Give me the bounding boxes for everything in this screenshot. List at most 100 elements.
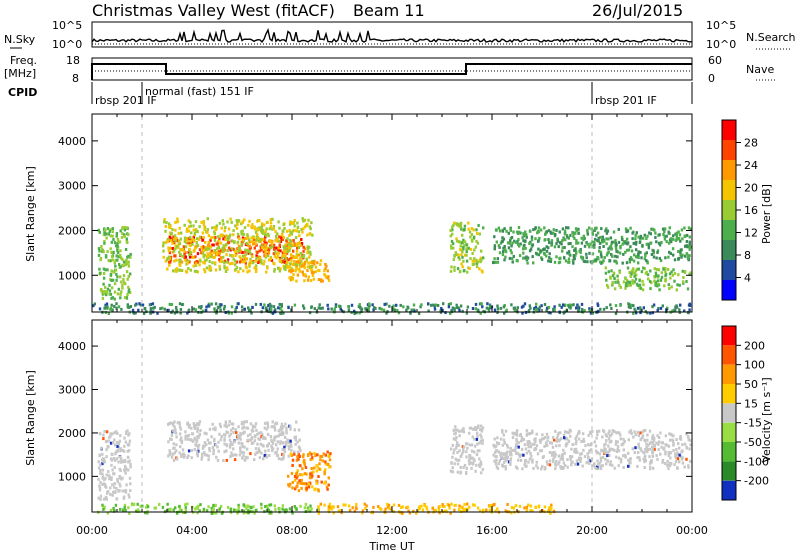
heatmap-cell xyxy=(186,261,189,265)
heatmap-cell xyxy=(547,259,550,263)
heatmap-cell xyxy=(102,497,106,501)
heatmap-cell xyxy=(575,239,578,243)
heatmap-cell xyxy=(652,251,655,255)
colorbar-swatch xyxy=(722,326,736,346)
heatmap-cell xyxy=(268,503,271,507)
heatmap-cell xyxy=(288,262,292,266)
heatmap-cell xyxy=(463,463,467,467)
heatmap-cell xyxy=(167,440,170,444)
heatmap-cell xyxy=(178,508,182,512)
heatmap-cell xyxy=(114,490,117,494)
heatmap-cell xyxy=(105,291,109,295)
colorbar-swatch xyxy=(722,480,736,500)
heatmap-cell xyxy=(102,460,105,464)
heatmap-cell xyxy=(449,244,453,248)
heatmap-cell xyxy=(106,268,109,272)
heatmap-cell xyxy=(232,229,235,233)
heatmap-cell xyxy=(207,244,210,247)
heatmap-cell xyxy=(348,508,352,512)
heatmap-cell xyxy=(230,451,233,455)
heatmap-cell xyxy=(180,231,183,235)
heatmap-cell xyxy=(237,235,240,239)
heatmap-cell xyxy=(326,276,330,280)
heatmap-cell xyxy=(542,455,545,458)
heatmap-cell xyxy=(212,511,215,515)
heatmap-cell xyxy=(247,238,251,242)
heatmap-cell xyxy=(535,432,538,436)
heatmap-cell xyxy=(173,311,177,315)
heatmap-cell xyxy=(469,247,473,251)
heatmap-cell xyxy=(293,450,296,454)
heatmap-cell xyxy=(250,311,253,315)
heatmap-cell xyxy=(264,255,267,259)
heatmap-cell xyxy=(281,452,284,456)
heatmap-cell xyxy=(592,259,595,263)
heatmap-cell xyxy=(515,444,518,447)
heatmap-cell xyxy=(241,456,244,460)
heatmap-cell xyxy=(110,476,113,480)
heatmap-cell xyxy=(561,249,564,253)
heatmap-cell xyxy=(239,449,242,453)
heatmap-cell xyxy=(169,258,172,262)
heatmap-cell xyxy=(267,448,270,452)
heatmap-cell xyxy=(606,251,609,255)
heatmap-cell xyxy=(668,226,671,230)
heatmap-cell xyxy=(219,438,223,442)
heatmap-cell xyxy=(668,452,671,456)
heatmap-cell xyxy=(672,434,675,438)
heatmap-cell xyxy=(174,254,177,258)
heatmap-cell xyxy=(231,261,234,265)
heatmap-cell xyxy=(528,457,532,461)
heatmap-cell xyxy=(261,237,264,241)
heatmap-cell xyxy=(663,234,666,238)
heatmap-cell xyxy=(238,453,242,457)
heatmap-cell xyxy=(114,443,117,447)
heatmap-cell xyxy=(670,240,673,244)
heatmap-cell xyxy=(202,222,206,226)
heatmap-cell xyxy=(456,451,459,454)
heatmap-cell xyxy=(373,306,376,310)
heatmap-cell xyxy=(184,255,187,259)
heatmap-cell xyxy=(531,429,534,433)
heatmap-cell xyxy=(616,278,619,282)
heatmap-cell xyxy=(461,309,464,313)
heatmap-cell xyxy=(187,219,190,223)
heatmap-cell xyxy=(546,439,549,443)
heatmap-cell xyxy=(525,233,528,237)
heatmap-cell xyxy=(472,461,475,465)
heatmap-cell xyxy=(431,506,434,510)
heatmap-cell xyxy=(127,305,130,309)
heatmap-cell xyxy=(635,255,638,259)
heatmap-cell xyxy=(599,235,602,239)
heatmap-cell xyxy=(627,248,631,252)
heatmap-cell xyxy=(501,253,505,257)
heatmap-cell xyxy=(455,306,459,309)
heatmap-cell xyxy=(121,508,125,512)
heatmap-cell xyxy=(123,235,126,238)
heatmap-cell xyxy=(523,243,526,247)
heatmap-cell xyxy=(571,245,574,249)
heatmap-cell xyxy=(242,426,246,429)
heatmap-cell xyxy=(614,280,617,284)
heatmap-cell xyxy=(641,288,645,292)
heatmap-cell xyxy=(480,269,484,273)
heatmap-cell xyxy=(98,249,101,253)
heatmap-cell xyxy=(531,458,534,462)
heatmap-cell xyxy=(287,441,290,445)
heatmap-cell xyxy=(239,249,242,253)
heatmap-cell xyxy=(122,496,126,500)
velocity-heatmap xyxy=(97,420,692,515)
heatmap-cell xyxy=(585,241,588,245)
heatmap-cell xyxy=(358,311,361,315)
heatmap-cell xyxy=(475,265,479,269)
heatmap-cell xyxy=(111,286,114,290)
heatmap-cell xyxy=(597,309,600,313)
heatmap-cell xyxy=(180,436,183,440)
heatmap-cell xyxy=(551,451,554,455)
heatmap-cell xyxy=(393,308,396,312)
heatmap-cell xyxy=(471,252,474,255)
heatmap-cell xyxy=(679,455,683,459)
heatmap-cell xyxy=(238,255,241,259)
heatmap-cell xyxy=(100,446,103,450)
heatmap-cell xyxy=(167,454,170,458)
